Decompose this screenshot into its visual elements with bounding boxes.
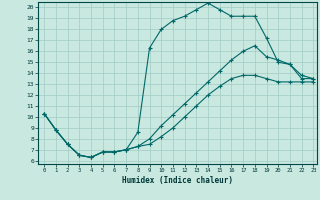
X-axis label: Humidex (Indice chaleur): Humidex (Indice chaleur) xyxy=(122,176,233,185)
